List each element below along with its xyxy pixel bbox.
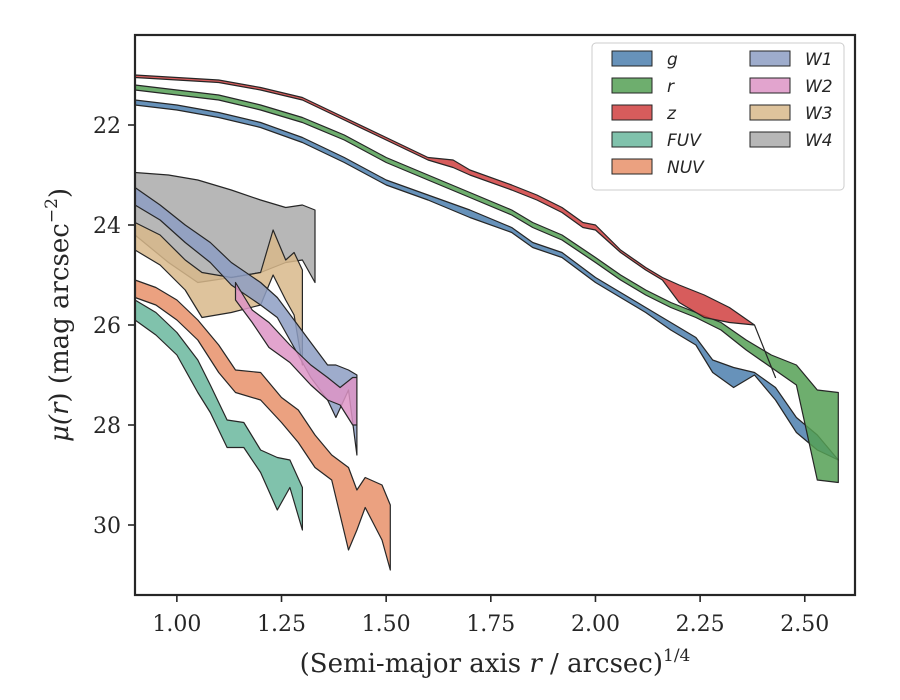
legend-label-g: g [667,50,678,70]
band-fuv [134,299,303,531]
legend-label-w2: W2 [805,77,833,97]
legend-swatch-z [611,104,653,121]
legend-swatch-w2 [749,77,791,94]
legend-label-z: z [666,104,677,124]
x-tick-label: 1.00 [152,612,201,637]
legend-label-fuv: FUV [667,131,702,151]
x-tick-label: 1.50 [362,612,411,637]
x-axis-label: (Semi-major axis r / arcsec)1/4 [300,646,691,679]
band-r [134,84,839,484]
x-tick-label: 1.75 [466,612,515,637]
y-axis-label: μ(r) (mag arcsec−2) [42,188,75,442]
legend-swatch-w1 [749,50,791,67]
legend-swatch-w3 [749,104,791,121]
legend-label-w4: W4 [805,131,833,151]
y-tick-label: 28 [93,414,121,439]
legend-swatch-nuv [611,158,653,175]
band-w1 [134,186,358,456]
y-tick-label: 22 [93,114,121,139]
legend-swatch-r [611,77,653,94]
legend-label-nuv: NUV [667,158,705,178]
legend-label-r: r [667,77,675,97]
y-tick-label: 30 [93,514,121,539]
legend-swatch-fuv [611,131,653,148]
legend-label-w3: W3 [805,104,833,124]
x-tick-label: 1.25 [257,612,306,637]
x-tick-label: 2.00 [571,612,620,637]
band-w2 [234,281,358,426]
plot-frame [133,33,857,597]
legend-swatch-w4 [749,131,791,148]
legend: grz FUV NUV W1 W2 W3 W4 [591,42,845,191]
band-nuv [134,279,391,571]
legend-label-w1: W1 [805,50,833,70]
legend-swatch-g [611,50,653,67]
y-axis: 22 24 26 28 30 [93,114,135,539]
x-tick-label: 2.25 [676,612,725,637]
y-tick-label: 24 [93,214,121,239]
x-tick-label: 2.50 [780,612,829,637]
profile-bands [134,74,839,571]
band-z [134,74,777,379]
x-axis: 1.00 1.25 1.50 1.75 2.00 2.25 2.50 [152,595,829,637]
y-tick-label: 26 [93,314,121,339]
